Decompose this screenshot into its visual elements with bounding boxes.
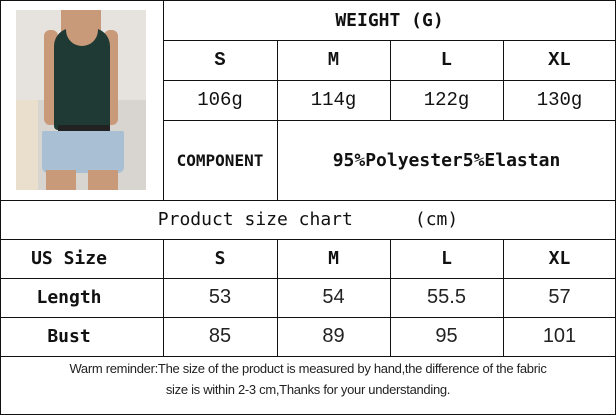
row-label-bust: Bust: [47, 326, 91, 347]
warm-reminder: Warm reminder:The size of the product is…: [2, 358, 614, 400]
size-chart-unit: (cm): [414, 209, 459, 230]
length-m: 54: [322, 286, 345, 308]
reminder-line-1: Warm reminder:The size of the product is…: [69, 361, 547, 376]
reminder-line-2: size is within 2-3 cm,Thanks for your un…: [165, 382, 451, 397]
weight-l: 122g: [423, 89, 470, 111]
header-m: M: [328, 248, 339, 269]
product-photo: [16, 10, 146, 190]
length-xl: 57: [548, 286, 571, 308]
bust-l: 95: [435, 325, 458, 347]
bust-s: 85: [208, 325, 232, 347]
length-s: 53: [208, 286, 232, 308]
weight-m: 114g: [310, 89, 357, 111]
weight-size-xl: XL: [548, 49, 571, 71]
component-label: COMPONENT: [176, 150, 264, 170]
header-l: L: [441, 248, 452, 269]
weight-size-m: M: [327, 49, 340, 71]
bust-m: 89: [322, 325, 345, 347]
weight-xl: 130g: [536, 89, 583, 111]
header-us-size: US Size: [31, 248, 107, 269]
weight-title: WEIGHT (G): [335, 9, 444, 31]
weight-s: 106g: [197, 89, 243, 111]
component-value: 95%Polyester5%Elastan: [332, 149, 561, 171]
weight-size-s: S: [214, 49, 226, 71]
row-label-length: Length: [36, 287, 102, 308]
size-chart-title: Product size chart: [157, 209, 353, 230]
length-l: 55.5: [427, 286, 466, 308]
size-chart-title-row: Product size chart (cm): [0, 200, 616, 239]
weight-size-l: L: [440, 49, 453, 71]
bust-xl: 101: [542, 325, 577, 347]
header-s: S: [214, 248, 226, 269]
header-xl: XL: [548, 248, 571, 269]
